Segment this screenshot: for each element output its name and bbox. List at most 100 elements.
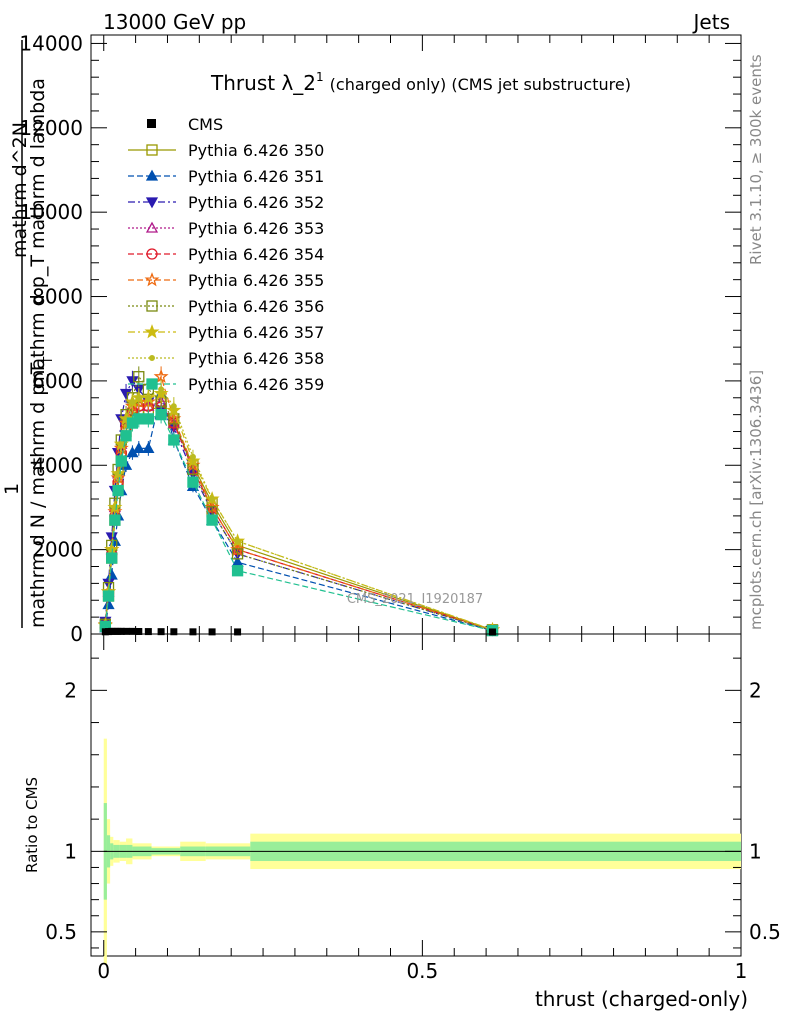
legend-cms-marker (147, 119, 156, 128)
main-ytick-label: 10000 (19, 200, 83, 224)
legend-marker (144, 272, 160, 287)
legend-marker (145, 197, 159, 209)
ratio-y-axis-label: Ratio to CMS (23, 777, 41, 873)
series-point (133, 413, 145, 425)
legend-label: Pythia 6.426 358 (188, 349, 324, 368)
ratio-ytick-label-right: 0.5 (749, 920, 781, 944)
legend-label: Pythia 6.426 356 (188, 297, 324, 316)
rivet-label: Rivet 3.1.10, ≥ 300k events (747, 54, 765, 265)
main-ytick-label: 2000 (32, 538, 83, 562)
cms-point (117, 627, 125, 635)
series-point (102, 590, 115, 602)
ratio-xtick-label: 0.5 (406, 959, 438, 983)
main-ytick-label: 6000 (32, 369, 83, 393)
series-line (104, 379, 493, 631)
cms-point (208, 628, 216, 636)
ylabel-subscript: T (41, 356, 55, 365)
series-point (170, 403, 177, 410)
title-suffix: (charged only) (CMS jet substructure) (330, 75, 631, 94)
series-point (142, 413, 155, 425)
ylabel-numerator: mathrm d^2N (9, 122, 31, 258)
series-point (115, 455, 127, 467)
legend-marker (144, 324, 160, 339)
analysis-watermark: CMS_2021_I1920187 (347, 592, 483, 607)
series-point (120, 430, 132, 442)
main-ytick-label: 0 (70, 622, 83, 646)
legend-label: Pythia 6.426 354 (188, 245, 324, 264)
plot-title: Thrust λ_21 (charged only) (CMS jet subst… (210, 70, 631, 95)
cms-point (189, 628, 197, 636)
ratio-ytick-label-right: 1 (749, 839, 762, 863)
main-ytick-label: 8000 (32, 285, 83, 309)
legend: CMS Pythia 6.426 350 Pythia 6.426 351 Pythi… (128, 115, 324, 394)
cms-point (128, 627, 136, 635)
legend-label: Pythia 6.426 353 (188, 219, 324, 238)
ylabel-denominator: mathrm d N / mathrm d p_T (27, 362, 49, 628)
ratio-xtick-label: 1 (735, 959, 748, 983)
series-point (142, 442, 155, 454)
series-point (105, 568, 118, 580)
legend-marker (145, 169, 159, 181)
series-point (187, 476, 199, 488)
category-label: Jets (692, 10, 730, 34)
legend-marker (149, 355, 155, 361)
cms-data (101, 627, 496, 636)
cms-point (157, 628, 165, 636)
legend-label: Pythia 6.426 351 (188, 167, 324, 186)
cms-point (488, 628, 496, 636)
series-point (119, 388, 133, 400)
series-point (132, 442, 145, 454)
cms-point (234, 628, 242, 636)
series-line (104, 388, 493, 631)
title-sup: 1 (316, 70, 324, 84)
series-point (209, 496, 216, 503)
series-point (206, 514, 218, 526)
ratio-ytick-label: 1 (64, 839, 77, 863)
series-point (234, 538, 241, 545)
series-point (153, 368, 169, 383)
legend-label: Pythia 6.426 352 (188, 193, 324, 212)
ratio-ytick-label-right: 2 (749, 678, 762, 702)
title-main: Thrust λ_2 (210, 71, 316, 95)
series-point (168, 434, 180, 446)
ylabel-fraction: mathrm d p_T mathrm d lambda (27, 78, 49, 388)
series-point (133, 371, 145, 383)
series-point (189, 453, 196, 460)
cms-point (122, 627, 130, 635)
legend-cms-label: CMS (188, 115, 223, 134)
legend-label: Pythia 6.426 350 (188, 141, 324, 160)
ratio-xtick-label: 0 (97, 959, 110, 983)
legend-marker (146, 300, 158, 312)
series-359 (99, 405, 499, 637)
cms-point (144, 628, 152, 636)
legend-label: Pythia 6.426 359 (188, 375, 324, 394)
x-axis-label: thrust (charged-only) (535, 987, 748, 1011)
cms-point (135, 627, 143, 635)
series-point (118, 441, 125, 448)
legend-label: Pythia 6.426 357 (188, 323, 324, 342)
series-point (158, 386, 165, 393)
ratio-plot: 0.5 0.51 12 20 0.5 1 (45, 634, 781, 983)
series-point (145, 394, 152, 401)
series-point (110, 470, 126, 485)
ylabel-one: 1 (1, 483, 23, 495)
cms-point (170, 628, 178, 636)
series-point (106, 552, 118, 564)
ratio-ytick-label: 2 (64, 678, 77, 702)
series-point (155, 408, 167, 421)
series-point (231, 548, 244, 560)
ratio-plot-frame (90, 633, 742, 957)
main-plot: 0 2000 4000 6000 8000 10000 12000 14000 (19, 31, 742, 646)
series-point (129, 398, 136, 405)
main-ytick-label: 12000 (19, 116, 83, 140)
legend-marker (146, 378, 158, 390)
legend-label: Pythia 6.426 355 (188, 271, 324, 290)
main-ytick-label: 14000 (19, 31, 83, 55)
main-ytick-label: 4000 (32, 453, 83, 477)
series-point (109, 514, 121, 526)
series-point (231, 565, 244, 577)
series-point (135, 394, 142, 401)
legend-marker (146, 248, 158, 260)
main-y-axis-label: mathrm d^2N mathrm d p_T mathrm d lambda… (1, 40, 55, 628)
legend-marker (145, 221, 159, 233)
